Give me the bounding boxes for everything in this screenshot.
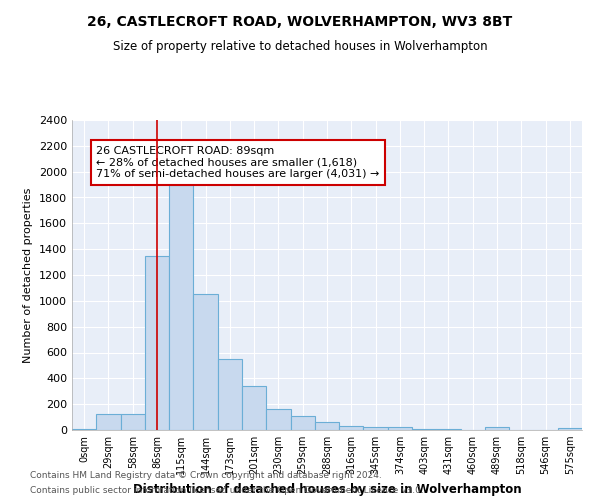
Bar [412, 428, 436, 430]
Bar [290, 416, 315, 430]
Bar [145, 256, 169, 430]
Bar [436, 428, 461, 430]
Bar [218, 359, 242, 430]
Bar [315, 422, 339, 430]
X-axis label: Distribution of detached houses by size in Wolverhampton: Distribution of detached houses by size … [133, 482, 521, 496]
Text: Contains public sector information licensed under the Open Government Licence v3: Contains public sector information licen… [30, 486, 424, 495]
Bar [388, 428, 412, 430]
Text: Size of property relative to detached houses in Wolverhampton: Size of property relative to detached ho… [113, 40, 487, 53]
Bar [266, 410, 290, 430]
Bar [193, 294, 218, 430]
Bar [364, 428, 388, 430]
Bar [72, 428, 96, 430]
Text: 26, CASTLECROFT ROAD, WOLVERHAMPTON, WV3 8BT: 26, CASTLECROFT ROAD, WOLVERHAMPTON, WV3… [88, 15, 512, 29]
Bar [121, 414, 145, 430]
Text: Contains HM Land Registry data © Crown copyright and database right 2024.: Contains HM Land Registry data © Crown c… [30, 471, 382, 480]
Bar [339, 426, 364, 430]
Y-axis label: Number of detached properties: Number of detached properties [23, 188, 34, 362]
Bar [485, 428, 509, 430]
Bar [558, 428, 582, 430]
Bar [169, 184, 193, 430]
Text: 26 CASTLECROFT ROAD: 89sqm
← 28% of detached houses are smaller (1,618)
71% of s: 26 CASTLECROFT ROAD: 89sqm ← 28% of deta… [96, 146, 380, 179]
Bar [96, 414, 121, 430]
Bar [242, 386, 266, 430]
